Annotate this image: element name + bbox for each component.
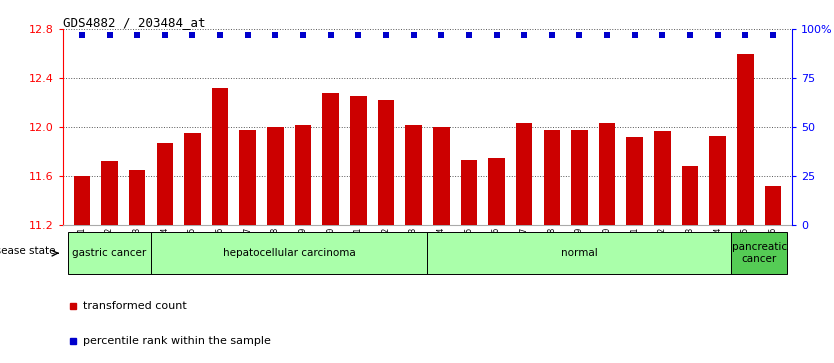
Text: transformed count: transformed count [83,301,187,310]
Bar [378,100,394,225]
Text: gastric cancer: gastric cancer [73,248,147,258]
Bar [710,136,726,225]
Bar [239,130,256,225]
Bar [157,143,173,225]
Bar [101,161,118,225]
Text: hepatocellular carcinoma: hepatocellular carcinoma [223,248,355,258]
Bar [427,232,731,274]
Bar [488,158,505,225]
Bar [294,125,311,225]
Bar [151,232,427,274]
Bar [731,232,786,274]
Text: pancreatic
cancer: pancreatic cancer [731,242,786,264]
Text: disease state: disease state [0,246,55,256]
Bar [73,176,90,225]
Bar [68,232,151,274]
Text: normal: normal [561,248,598,258]
Bar [626,137,643,225]
Bar [405,125,422,225]
Bar [544,130,560,225]
Bar [765,186,781,225]
Text: GDS4882 / 203484_at: GDS4882 / 203484_at [63,16,205,29]
Bar [654,131,671,225]
Bar [737,54,754,225]
Bar [571,130,588,225]
Bar [433,127,450,225]
Bar [184,133,201,225]
Bar [599,123,615,225]
Bar [129,170,145,225]
Bar [212,88,229,225]
Bar [267,127,284,225]
Bar [323,93,339,225]
Bar [516,123,532,225]
Bar [350,97,367,225]
Bar [460,160,477,225]
Bar [681,166,698,225]
Text: percentile rank within the sample: percentile rank within the sample [83,336,271,346]
